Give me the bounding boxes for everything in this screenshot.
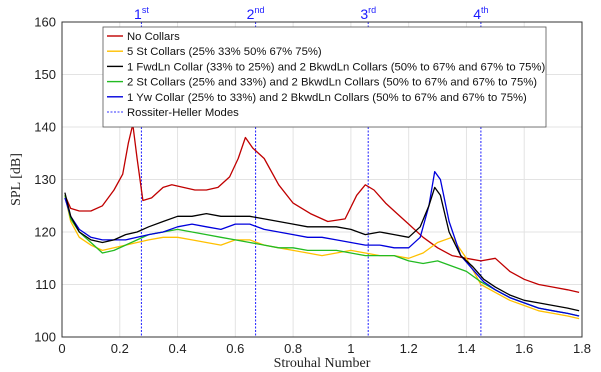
y-tick-labels: 100 110 120 130 140 150 160 <box>34 15 56 345</box>
legend-entry: 1 Yw Collar (25% to 33%) and 2 BkwdLn Co… <box>127 92 527 104</box>
x-tick-label: 0.4 <box>169 341 187 356</box>
legend-entry: 2 St Collars (25% and 33%) and 2 BkwdLn … <box>127 77 537 89</box>
y-tick-label: 100 <box>34 330 56 345</box>
x-tick-label: 1.6 <box>515 341 533 356</box>
y-tick-label: 160 <box>34 15 56 30</box>
mode-label: 4th <box>473 5 488 22</box>
x-tick-label: 1.2 <box>400 341 418 356</box>
y-tick-label: 110 <box>35 277 56 292</box>
series-lines <box>64 123 580 320</box>
plot-frame <box>61 21 583 338</box>
y-tick-label: 120 <box>34 225 56 240</box>
y-axis-title: SPL [dB] <box>9 153 24 206</box>
mode-label: 3rd <box>360 5 376 22</box>
mode-label: 2nd <box>247 5 265 22</box>
x-tick-label: 1.8 <box>573 341 591 356</box>
x-tick-label: 0.8 <box>284 341 302 356</box>
mode-labels: 1st 2nd 3rd 4th <box>134 5 489 22</box>
legend: No Collars 5 St Collars (25% 33% 50% 67% … <box>102 26 547 128</box>
y-tick-label: 130 <box>34 172 56 187</box>
x-tick-label: 0.6 <box>226 341 244 356</box>
legend-entry: 5 St Collars (25% 33% 50% 67% 75%) <box>127 46 322 58</box>
legend-box <box>102 26 547 128</box>
series-line-4 <box>64 170 580 317</box>
mode-label: 1st <box>134 5 149 22</box>
legend-entry: Rossiter-Heller Modes <box>127 107 239 119</box>
y-tick-label: 150 <box>34 67 56 82</box>
x-tick-label: 1.4 <box>457 341 475 356</box>
x-axis-title: Strouhal Number <box>274 356 371 371</box>
series-line-2 <box>64 186 580 312</box>
series-line-0 <box>64 123 580 294</box>
legend-entry: No Collars <box>127 31 180 43</box>
legend-entry: 1 FwdLn Collar (33% to 25%) and 2 BkwdLn… <box>127 61 545 73</box>
series-line-1 <box>64 195 580 320</box>
x-tick-labels: 0 0.2 0.4 0.6 0.8 1 1.2 1.4 1.6 1.8 <box>58 341 591 356</box>
x-tick-label: 1 <box>347 341 354 356</box>
x-tick-label: 0 <box>58 341 65 356</box>
y-tick-label: 140 <box>34 120 56 135</box>
x-tick-label: 0.2 <box>111 341 129 356</box>
